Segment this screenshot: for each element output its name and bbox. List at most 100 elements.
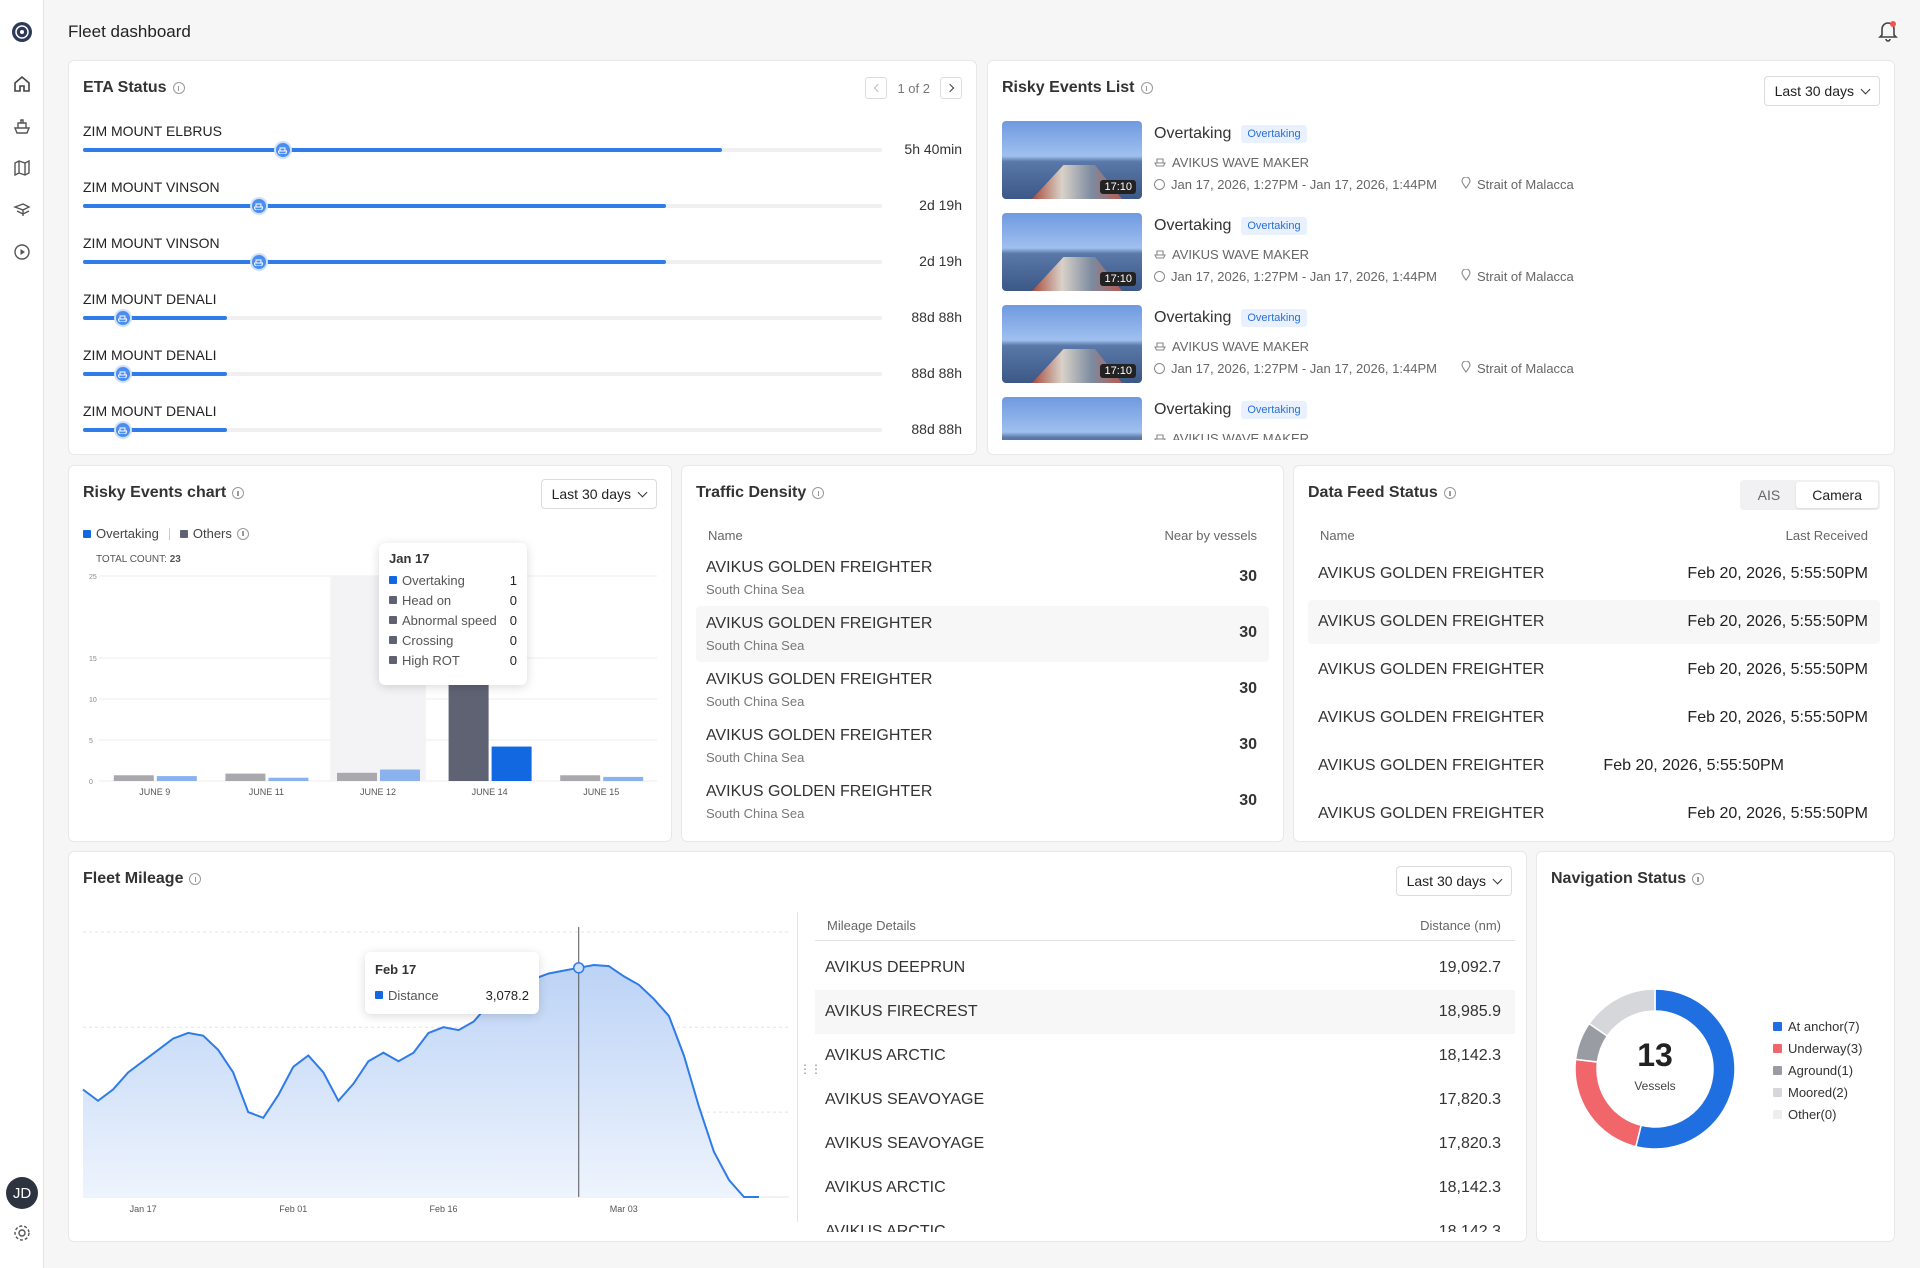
tab-camera[interactable]: Camera [1796,482,1878,508]
hover-point[interactable] [572,962,585,974]
vessel-name: AVIKUS ARCTIC [825,1047,946,1064]
vessel-name: ZIM MOUNT DENALI [83,291,217,307]
event-item[interactable]: 17:10 Overtaking Overtaking AVIKUS WAVE MAK… [1002,213,1880,301]
traffic-row[interactable]: AVIKUS GOLDEN FREIGHTER South China Sea 30 [696,662,1269,718]
info-icon[interactable] [812,487,825,499]
ship-marker-icon[interactable] [273,141,292,159]
traffic-row[interactable]: AVIKUS GOLDEN FREIGHTER South China Sea 30 [696,550,1269,606]
feed-row[interactable]: AVIKUS GOLDEN FREIGHTER Feb 20, 2026, 5:5… [1308,696,1880,740]
risky-chart-range-dropdown[interactable]: Last 30 days [540,479,657,509]
eta-row[interactable]: ZIM MOUNT VINSON 2d 19h [83,179,962,235]
mileage-row[interactable]: AVIKUS DEEPRUN 19,092.7 [815,946,1515,990]
x-tick-label: JUNE 9 [139,787,170,797]
mileage-range-dropdown[interactable]: Last 30 days [1395,866,1512,896]
ship-name: AVIKUS WAVE MAKER [1172,247,1310,262]
time-range: Jan 17, 2026, 1:27PM - Jan 17, 2026, 1:4… [1171,361,1437,376]
info-icon[interactable] [1692,873,1705,885]
ship-marker-icon[interactable] [113,365,132,383]
donut-slice[interactable] [1634,988,1736,1150]
event-thumbnail[interactable]: 17:10 [1002,121,1142,199]
event-thumbnail[interactable] [1002,397,1142,440]
bar-overtaking[interactable] [380,769,420,781]
info-icon[interactable] [189,873,202,885]
gear-icon[interactable] [10,1221,34,1245]
ship-icon [1154,247,1166,262]
bar-overtaking[interactable] [491,746,532,781]
ship-marker-icon[interactable] [249,197,268,215]
info-icon[interactable] [236,527,249,540]
prev-page-button[interactable] [865,77,888,99]
legend-item[interactable]: Aground(1) [1773,1063,1853,1078]
mileage-row[interactable]: AVIKUS ARCTIC 18,142.3 [815,1166,1515,1210]
mileage-row[interactable]: AVIKUS FIRECREST 18,985.9 [815,990,1515,1034]
ship-marker-icon[interactable] [113,421,132,439]
bar-others[interactable] [113,775,154,781]
event-item[interactable]: 17:10 Overtaking Overtaking AVIKUS WAVE MAK… [1002,305,1880,393]
ship-marker-icon[interactable] [113,309,132,327]
navigation-donut-chart[interactable] [1573,987,1737,1151]
mileage-row[interactable]: AVIKUS SEAVOYAGE 17,820.3 [815,1122,1515,1166]
bar-others[interactable] [225,773,266,781]
event-thumbnail[interactable]: 17:10 [1002,305,1142,383]
drag-handle-icon[interactable]: ⋮⋮ [799,1062,822,1076]
distance-value: 18,985.9 [1438,1003,1501,1020]
home-icon[interactable] [10,72,34,96]
traffic-row[interactable]: AVIKUS GOLDEN FREIGHTER South China Sea 30 [696,774,1269,830]
feed-row[interactable]: AVIKUS GOLDEN FREIGHTER Feb 20, 2026, 5:5… [1308,648,1880,692]
play-icon[interactable] [10,240,34,264]
eta-row[interactable]: ZIM MOUNT ELBRUS 5h 40min [83,123,962,179]
bar-overtaking[interactable] [268,777,309,781]
ship-name: AVIKUS WAVE MAKER [1172,155,1310,170]
risky-list-range-dropdown[interactable]: Last 30 days [1763,76,1880,106]
tab-ais[interactable]: AIS [1757,487,1781,503]
legend-overtaking[interactable]: Overtaking [83,526,159,541]
bar-overtaking[interactable] [603,776,644,781]
events-list[interactable]: 17:10 Overtaking Overtaking AVIKUS WAVE MAK… [988,121,1894,440]
traffic-row[interactable]: AVIKUS GOLDEN FREIGHTER South China Sea 30 [696,606,1269,662]
legend-item[interactable]: Moored(2) [1773,1085,1848,1100]
feed-row[interactable]: AVIKUS GOLDEN FREIGHTER Feb 20, 2026, 5:5… [1308,792,1880,836]
eta-row[interactable]: ZIM MOUNT DENALI 88d 88h [83,291,962,347]
bar-others[interactable] [448,670,489,781]
info-icon[interactable] [232,487,245,499]
vessel-name: AVIKUS GOLDEN FREIGHTER [706,727,933,744]
mileage-row[interactable]: AVIKUS ARCTIC 18,142.3 [815,1210,1515,1232]
traffic-row[interactable]: AVIKUS GOLDEN FREIGHTER South China Sea 30 [696,718,1269,774]
avatar[interactable]: JD [6,1177,38,1209]
feed-row[interactable]: AVIKUS GOLDEN FREIGHTER Feb 20, 2026, 5:5… [1308,552,1880,596]
map-icon[interactable] [10,156,34,180]
last-received: Feb 20, 2026, 5:55:50PM [1687,565,1868,582]
eta-row[interactable]: ZIM MOUNT VINSON 2d 19h [83,235,962,291]
donut-slice[interactable] [1588,988,1656,1038]
event-thumbnail[interactable]: 17:10 [1002,213,1142,291]
mileage-line[interactable] [82,963,759,1198]
bell-icon[interactable] [1878,20,1898,47]
legend-item[interactable]: Other(0) [1773,1107,1836,1122]
ship-marker-icon[interactable] [249,253,268,271]
route-icon[interactable] [10,198,34,222]
info-icon[interactable] [1140,82,1153,94]
next-page-button[interactable] [940,77,962,99]
mileage-row[interactable]: AVIKUS SEAVOYAGE 17,820.3 [815,1078,1515,1122]
eta-row[interactable]: ZIM MOUNT DENALI 88d 88h [83,403,962,454]
ship-icon[interactable] [10,114,34,138]
x-tick-label: JUNE 11 [249,787,284,797]
legend-item[interactable]: Underway(3) [1773,1041,1862,1056]
vessel-name: ZIM MOUNT DENALI [83,403,217,419]
info-icon[interactable] [1443,487,1456,499]
feed-row[interactable]: AVIKUS GOLDEN FREIGHTER Feb 20, 2026, 5:5… [1308,744,1880,788]
info-icon[interactable] [172,82,185,94]
bar-others[interactable] [560,775,601,781]
mileage-row[interactable]: AVIKUS ARCTIC 18,142.3 [815,1034,1515,1078]
legend-item[interactable]: At anchor(7) [1773,1019,1860,1034]
feed-row[interactable]: AVIKUS GOLDEN FREIGHTER Feb 20, 2026, 5:5… [1308,600,1880,644]
legend-others[interactable]: Others [179,526,249,541]
event-item[interactable]: Overtaking Overtaking AVIKUS WAVE MAKER [1002,397,1880,440]
bar-overtaking[interactable] [156,776,197,781]
eta-row[interactable]: ZIM MOUNT DENALI 88d 88h [83,347,962,403]
logo-icon[interactable] [10,20,34,44]
bar-others[interactable] [337,772,377,781]
event-item[interactable]: 17:10 Overtaking Overtaking AVIKUS WAVE MAK… [1002,121,1880,209]
